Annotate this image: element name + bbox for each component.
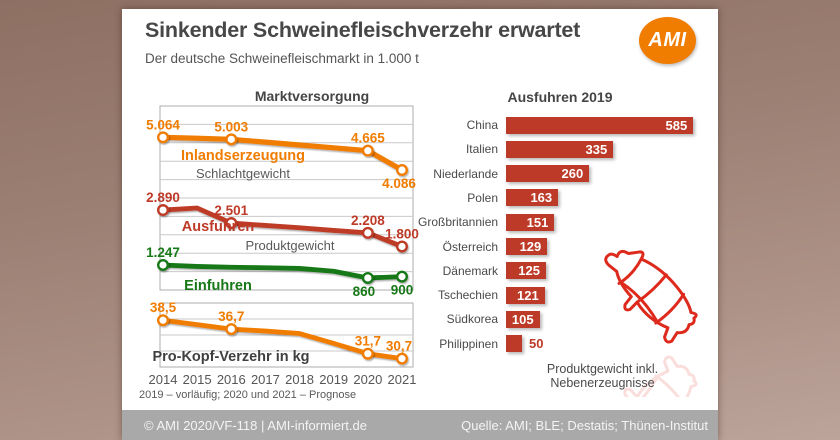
- chart-footnote: 2019 – vorläufig; 2020 und 2021 – Progno…: [139, 389, 357, 401]
- bar-row: China 585: [418, 113, 713, 137]
- bar: [506, 335, 522, 353]
- bar: 151: [506, 213, 555, 231]
- series-label: Ausfuhren: [182, 219, 255, 235]
- data-point-label: 36,7: [218, 309, 244, 324]
- data-point-label: 2.501: [214, 203, 248, 218]
- data-point-label: 4.665: [351, 131, 385, 146]
- page-subtitle: Der deutsche Schweinefleischmarkt in 1.0…: [145, 51, 419, 66]
- data-point-label: 860: [353, 284, 376, 299]
- bar-row: Philippinen 50: [418, 332, 713, 356]
- series-label: Produktgewicht: [246, 238, 335, 253]
- bar-value-label: 585: [665, 117, 688, 133]
- bar: 260: [506, 165, 590, 183]
- bar: 335: [506, 140, 614, 158]
- bar-category-label: Südkorea: [446, 312, 498, 327]
- data-point-label: 31,7: [355, 334, 381, 349]
- x-axis-tick: 2015: [183, 372, 212, 387]
- data-point-label: 1.800: [385, 227, 419, 242]
- bar-row: Österreich 129: [418, 235, 713, 259]
- bar-row: Südkorea 105: [418, 307, 713, 331]
- bar-row: Großbritannien 151: [418, 210, 713, 234]
- x-axis-tick: 2021: [388, 372, 417, 387]
- x-axis-tick: 2019: [319, 372, 348, 387]
- x-axis-tick: 2017: [251, 372, 280, 387]
- data-point-label: 900: [391, 283, 414, 298]
- bar-category-label: Polen: [467, 190, 498, 205]
- bar-value-label: 121: [517, 287, 539, 303]
- bar-category-label: Dänemark: [442, 263, 498, 278]
- data-point-label: 4.086: [382, 176, 416, 191]
- bar-category-label: Tschechien: [437, 288, 498, 303]
- infographic-card: Sinkender Schweinefleischverzehr erwarte…: [122, 9, 718, 440]
- x-axis-tick: 2020: [353, 372, 382, 387]
- bar-value-label: 151: [526, 214, 549, 230]
- bar-row: Niederlande 260: [418, 162, 713, 186]
- ami-logo: AMI: [639, 17, 696, 64]
- series-label: Inlandserzeugung: [181, 148, 305, 164]
- bar-value-label: 105: [511, 311, 534, 327]
- bar: 585: [506, 116, 694, 134]
- market-supply-line-chart: 5.064 5.003 4.665 4.086 2.890 2.501 2.2081.800…: [146, 105, 419, 387]
- bar-value-label: 129: [519, 239, 542, 254]
- pig-illustration: [588, 249, 706, 397]
- bar-value-label: 125: [518, 263, 540, 279]
- line-chart-title: Marktversorgung: [254, 88, 370, 104]
- data-point-label: 38,5: [150, 300, 177, 315]
- bar: 105: [506, 310, 540, 328]
- x-axis-tick: 2016: [217, 372, 246, 387]
- bar-chart-caption: Produktgewicht inkl. Nebenerzeugnisse: [546, 362, 659, 390]
- bar: 163: [506, 189, 559, 207]
- ami-logo-text: AMI: [648, 29, 687, 51]
- series-label: Schlachtgewicht: [196, 166, 290, 181]
- bar-row: Tschechien 121: [418, 283, 713, 307]
- bar-category-label: Österreich: [442, 239, 498, 254]
- bar: 125: [506, 262, 546, 280]
- bar-category-label: Philippinen: [439, 336, 498, 351]
- footer-source: Quelle: AMI; BLE; Destatis; Thünen-Insti…: [461, 417, 708, 433]
- bar-value-label: 260: [561, 166, 584, 182]
- bar-value-label: 335: [585, 141, 608, 157]
- page-title: Sinkender Schweinefleischverzehr erwarte…: [145, 18, 581, 42]
- footer-bar: © AMI 2020/VF-118 | AMI-informiert.de Qu…: [122, 410, 718, 440]
- series-label: Pro-Kopf-Verzehr in kg: [152, 349, 309, 365]
- exports-bar-chart: China 585 Italien 335 Niederlande 260 Polen 163…: [418, 113, 713, 358]
- footer-copyright: © AMI 2020/VF-118 | AMI-informiert.de: [144, 417, 367, 433]
- bar-row: Dänemark 125: [418, 259, 713, 283]
- bar-value-label: 163: [530, 190, 553, 206]
- bar-category-label: China: [466, 118, 498, 132]
- bar: 121: [506, 286, 545, 304]
- series-label: Einfuhren: [184, 278, 252, 294]
- bar-chart-title: Ausfuhren 2019: [507, 89, 613, 105]
- bar: 129: [506, 238, 548, 255]
- x-axis-tick: 2018: [285, 372, 314, 387]
- data-point-label: 2.208: [351, 213, 385, 228]
- bar-category-label: Italien: [465, 142, 498, 157]
- bar-category-label: Großbritannien: [418, 215, 499, 230]
- bar-value-label: 50: [529, 336, 544, 352]
- data-point-label: 5.064: [146, 117, 180, 132]
- data-point-label: 1.247: [146, 245, 180, 260]
- x-axis-tick: 2014: [149, 372, 178, 387]
- bar-category-label: Niederlande: [433, 166, 498, 181]
- bar-row: Polen 163: [418, 186, 713, 210]
- data-point-label: 30,7: [386, 339, 412, 354]
- bar-row: Italien 335: [418, 137, 713, 161]
- data-point-label: 2.890: [146, 190, 180, 205]
- data-point-label: 5.003: [214, 119, 248, 134]
